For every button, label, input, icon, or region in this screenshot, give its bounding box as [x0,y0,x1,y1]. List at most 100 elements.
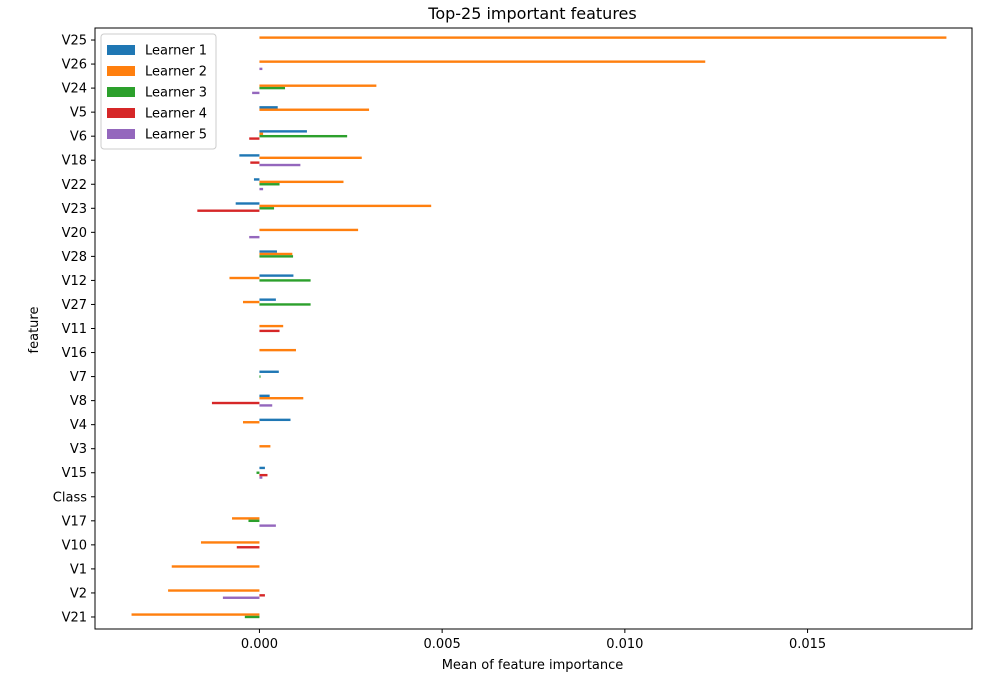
bar-V6-learner-1 [259,130,307,133]
legend-label: Learner 2 [145,65,207,80]
bar-V22-learner-2 [259,180,344,184]
legend-label: Learner 5 [145,128,207,143]
bar-V25-learner-2 [259,36,947,39]
bar-V18-learner-5 [259,163,301,167]
plot-frame [94,27,973,630]
bar-V27-learner-1 [259,298,276,301]
bar-V23-learner-2 [259,204,432,208]
bar-V7-learner-3 [259,375,261,378]
legend-swatch [107,129,135,139]
y-tick-label: V24 [62,82,87,97]
bar-V2-learner-5 [222,596,260,599]
bar-V15-learner-5 [259,476,263,479]
y-tick-label: V3 [70,442,87,457]
y-tick-label: V1 [70,562,87,577]
bar-V8-learner-2 [259,397,304,400]
y-tick-label: V27 [62,298,87,313]
bar-V15-learner-4 [259,473,268,477]
y-tick-label: V25 [62,34,87,49]
bar-V15-learner-3 [256,471,260,474]
y-tick-label: V4 [70,418,87,433]
bar-V26-learner-5 [259,67,263,71]
bar-V8-learner-4 [211,401,260,405]
bar-V17-learner-2 [232,517,260,520]
legend-label: Learner 1 [145,44,207,59]
bar-V5-learner-1 [259,106,278,109]
bar-V23-learner-4 [197,209,260,212]
y-ticks-group: V25 V26 V24 V5 V6 V18 V22 V23 V20 V28 V12 V27 V11 V16… [53,34,95,625]
bar-V27-learner-3 [259,303,311,306]
bar-V24-learner-2 [259,84,377,87]
y-tick-label: V11 [62,322,87,337]
y-tick-label: V23 [62,202,87,217]
bar-V23-learner-3 [259,207,275,210]
bar-V6-learner-2 [259,132,264,135]
bar-V24-learner-3 [259,86,286,90]
bar-V24-learner-5 [252,91,260,95]
bar-V15-learner-1 [259,466,265,470]
bar-V28-learner-3 [259,255,294,258]
y-tick-label: V6 [70,130,87,145]
x-tick-label: 0.005 [424,637,461,652]
y-tick-label: V5 [70,106,87,121]
bar-V11-learner-2 [259,324,284,328]
bar-V17-learner-5 [259,524,276,527]
y-tick-label: V26 [62,58,87,73]
bar-V2-learner-2 [168,589,260,592]
bar-V7-learner-1 [259,370,279,373]
x-ticks-group: 0.000 0.005 0.010 0.015 [241,629,826,652]
y-tick-label: V2 [70,586,87,601]
y-tick-label: V17 [62,514,87,529]
y-tick-label: V18 [62,154,87,169]
legend-label: Learner 3 [145,86,207,101]
bar-V1-learner-2 [171,565,260,568]
legend-label: Learner 4 [145,107,207,122]
bar-V8-learner-5 [259,404,273,407]
x-tick-label: 0.010 [606,637,643,652]
y-tick-label: V8 [70,394,87,409]
bar-V10-learner-2 [200,541,260,544]
y-axis-label: feature [27,307,42,354]
legend-swatch [107,87,135,97]
bar-V27-learner-2 [242,300,260,304]
y-tick-label: V20 [62,226,87,241]
bar-V6-learner-3 [259,134,348,138]
bar-V12-learner-1 [259,274,294,277]
y-tick-label: V16 [62,346,87,361]
bar-V28-learner-2 [259,252,293,256]
bar-V18-learner-1 [239,154,260,157]
legend-box [100,33,217,150]
bar-V28-learner-1 [259,250,277,253]
bar-V21-learner-2 [131,613,260,616]
bar-V22-learner-5 [259,187,264,191]
bar-V12-learner-3 [259,279,311,282]
bar-V21-learner-3 [244,615,260,619]
y-tick-label: V28 [62,250,87,265]
bar-V5-learner-2 [259,108,370,111]
bar-V4-learner-1 [259,418,291,422]
bar-V11-learner-4 [259,329,280,333]
bar-V23-learner-1 [235,202,260,205]
bar-V16-learner-2 [259,348,296,352]
bar-V8-learner-1 [259,394,270,398]
bar-V20-learner-5 [249,235,260,239]
bar-V12-learner-2 [229,276,260,280]
bar-V3-learner-2 [259,445,271,448]
bar-V18-learner-4 [250,161,260,164]
legend-swatch [107,108,135,118]
bar-V22-learner-1 [253,178,260,181]
bar-V22-learner-3 [259,183,280,186]
legend: Learner 1 Learner 2 Learner 3 Learner 4 Lear… [100,33,217,150]
chart-title: Top-25 important features [427,4,636,23]
y-tick-label: V10 [62,538,87,553]
bar-V26-learner-2 [259,60,706,63]
bar-V10-learner-4 [236,546,260,549]
x-tick-label: 0.000 [241,637,278,652]
bar-V2-learner-4 [259,594,265,597]
legend-swatch [107,66,135,76]
y-tick-label: V12 [62,274,87,289]
bar-V17-learner-3 [248,519,260,523]
bars-group [131,36,947,619]
y-tick-label: V7 [70,370,87,385]
